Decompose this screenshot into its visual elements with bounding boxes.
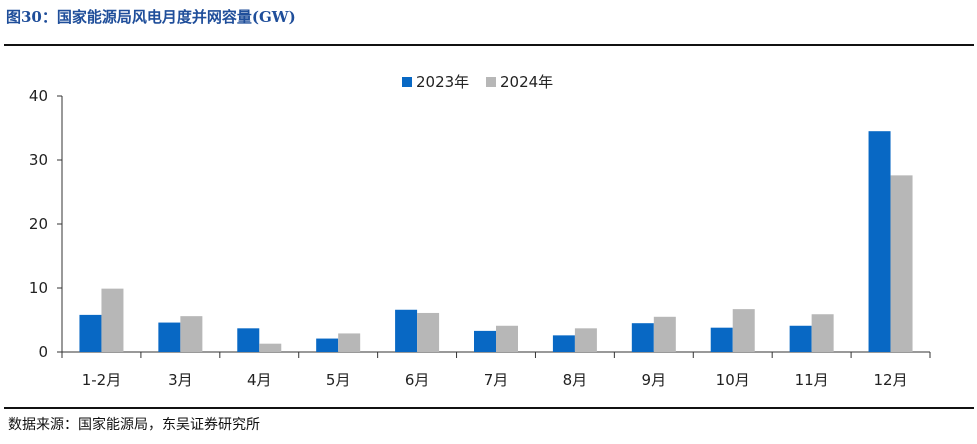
bar-2024年-3月: [180, 316, 203, 352]
bar-2024年-12月: [890, 175, 913, 352]
legend-label: 2024年: [500, 73, 553, 91]
y-tick-label: 20: [29, 215, 48, 233]
y-axis: 0 10 20 30 40: [29, 87, 63, 361]
top-divider: [4, 44, 974, 46]
x-tick-label: 12月: [873, 371, 907, 389]
bar-2024年-4月: [259, 343, 282, 352]
bar-2023年-6月: [395, 309, 418, 352]
bar-2024年-7月: [496, 325, 518, 352]
x-tick-label: 8月: [563, 371, 588, 389]
source-note: 数据来源：国家能源局，东吴证券研究所: [8, 417, 260, 433]
bar-2024年-11月: [811, 314, 834, 352]
bar-2023年-12月: [868, 131, 891, 352]
bar-2023年-5月: [316, 338, 339, 352]
bar-2024年-5月: [338, 333, 361, 352]
bar-2023年-3月: [158, 322, 181, 352]
x-tick-label: 6月: [405, 371, 430, 389]
x-tick-label: 7月: [484, 371, 509, 389]
bar-2024年-1-2月: [101, 288, 124, 352]
legend-swatch: [402, 77, 412, 87]
legend-label: 2023年: [416, 73, 469, 91]
x-tick-label: 3月: [168, 371, 193, 389]
figure-title: 图30：国家能源局风电月度并网容量(GW): [6, 8, 296, 26]
bar-2023年-9月: [631, 323, 654, 352]
bars: [79, 131, 913, 352]
bar-2023年-1-2月: [79, 314, 102, 352]
bar-2023年-4月: [237, 328, 260, 352]
bar-2023年-8月: [552, 335, 575, 352]
x-tick-label: 9月: [642, 371, 667, 389]
bar-2024年-8月: [574, 328, 597, 352]
bar-2023年-11月: [789, 325, 812, 352]
x-tick-label: 10月: [716, 371, 750, 389]
y-tick-label: 40: [29, 87, 48, 105]
bar-2023年-10月: [710, 327, 733, 352]
bar-2024年-6月: [417, 312, 440, 352]
x-tick-label: 11月: [795, 371, 829, 389]
y-tick-label: 0: [38, 343, 48, 361]
x-axis: 1-2月 3月 4月 5月 6月 7月 8月 9月 10月 11月 12月: [61, 351, 931, 389]
x-tick-label: 5月: [326, 371, 351, 389]
y-tick-label: 30: [29, 151, 48, 169]
x-tick-label: 4月: [247, 371, 272, 389]
legend: 2023年 2024年: [402, 73, 553, 91]
legend-swatch: [486, 77, 496, 87]
bar-2023年-7月: [474, 330, 496, 352]
y-tick-label: 10: [29, 279, 48, 297]
bar-2024年-9月: [653, 316, 676, 352]
x-tick-label: 1-2月: [82, 371, 122, 389]
bottom-divider: [4, 407, 974, 409]
bar-2024年-10月: [732, 309, 755, 352]
